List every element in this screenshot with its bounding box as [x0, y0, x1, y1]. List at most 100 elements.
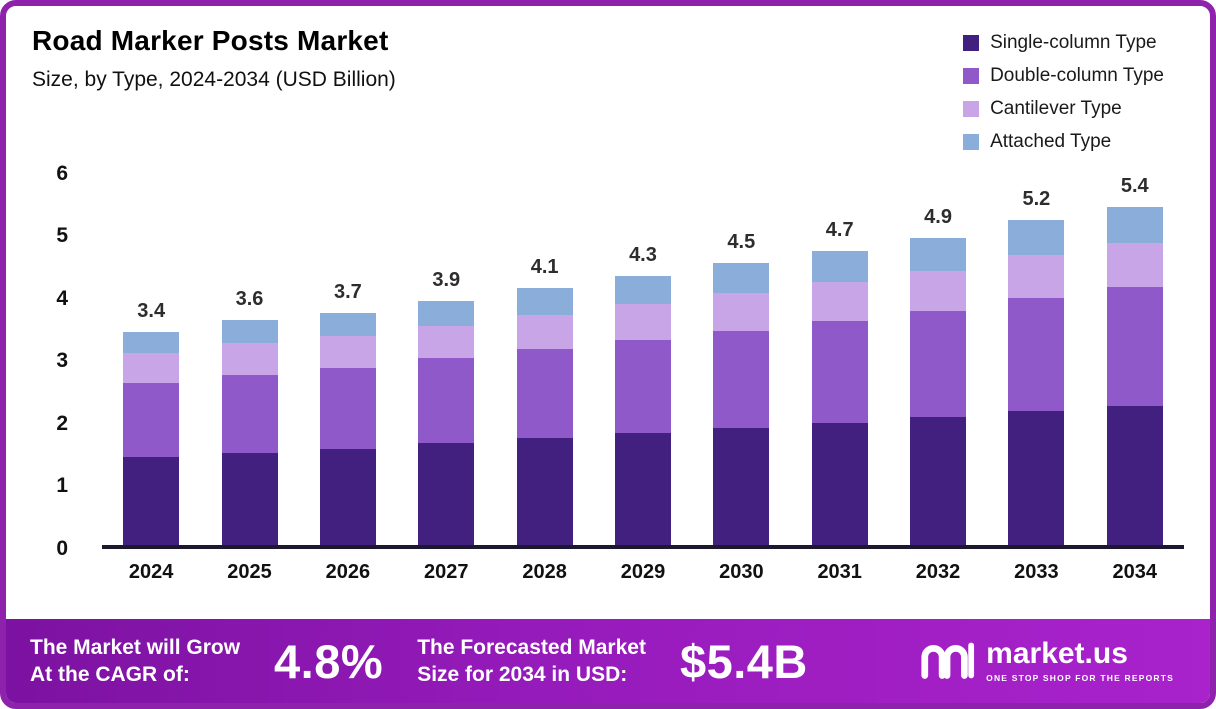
y-axis-label: 0 — [56, 536, 68, 560]
bar-segment — [418, 325, 475, 359]
bar-stack — [418, 300, 475, 545]
bar-segment — [221, 374, 278, 453]
legend-item: Single-column Type — [963, 32, 1164, 54]
y-axis-label: 6 — [56, 161, 68, 185]
bar-stack — [123, 332, 180, 545]
bar-column: 5.4 — [1106, 170, 1163, 545]
bar-segment — [811, 320, 868, 423]
bar-total-label: 3.4 — [137, 300, 166, 323]
y-axis-label: 1 — [56, 474, 68, 498]
bar-column: 5.2 — [1008, 170, 1065, 545]
y-axis-label: 2 — [56, 411, 68, 435]
bar-stack — [1106, 207, 1163, 545]
bar-total-label: 4.3 — [629, 243, 657, 266]
bar-segment — [1008, 411, 1065, 545]
chart-subtitle: Size, by Type, 2024-2034 (USD Billion) — [32, 67, 396, 91]
bar-segment — [713, 293, 770, 331]
bar-segment — [123, 457, 180, 545]
bar-segment — [319, 367, 376, 449]
bar-segment — [1106, 243, 1163, 288]
x-axis-label: 2034 — [1112, 560, 1158, 583]
bar-column: 4.5 — [713, 170, 770, 545]
bar-segment — [614, 339, 671, 434]
bar-segment — [123, 383, 180, 458]
x-axis-label: 2030 — [719, 560, 764, 583]
x-axis-label: 2029 — [620, 560, 666, 583]
x-axis-label: 2028 — [522, 560, 567, 583]
bar-stack — [1008, 219, 1065, 545]
x-axis-label: 2024 — [128, 560, 174, 583]
footer-banner: The Market will Grow At the CAGR of: 4.8… — [6, 619, 1210, 703]
bar-column: 4.9 — [910, 170, 967, 545]
cagr-label: The Market will Grow At the CAGR of: — [30, 635, 241, 686]
x-axis-label: 2033 — [1014, 560, 1059, 583]
bar-segment — [319, 336, 376, 368]
bar-segment — [713, 330, 770, 428]
marketus-logo: market.us ONE STOP SHOP FOR THE REPORTS — [918, 636, 1186, 687]
bar-total-label: 3.6 — [235, 287, 264, 310]
chart: 0 1 2 3 4 5 6 3.4 3.6 3.7 3.9 4.1 4.3 4.5 4.7 4.9 5.2 5.… — [56, 162, 1184, 560]
y-axis-label: 3 — [56, 349, 68, 373]
legend-swatch — [963, 101, 980, 117]
y-axis: 0 1 2 3 4 5 6 — [42, 162, 84, 560]
bar-segment — [516, 314, 573, 349]
bar-total-label: 4.9 — [924, 206, 952, 229]
bar-total-label: 4.5 — [727, 231, 756, 254]
page-title: Road Marker Posts Market — [32, 25, 389, 56]
bar-total-label: 4.1 — [530, 256, 559, 279]
bar-column: 3.4 — [123, 170, 180, 545]
bar-segment — [221, 319, 278, 343]
x-axis-label: 2031 — [817, 560, 862, 583]
legend-item: Attached Type — [963, 131, 1164, 153]
bar-segment — [910, 417, 967, 545]
bar-segment — [123, 353, 180, 384]
forecast-label: The Forecasted Market Size for 2034 in U… — [417, 635, 646, 686]
cagr-value: 4.8% — [274, 634, 384, 688]
bar-segment — [1106, 207, 1163, 244]
bar-segment — [910, 238, 967, 271]
chart-header: Road Marker Posts Market Size, by Type, … — [6, 6, 1210, 92]
bar-column: 3.9 — [418, 170, 475, 545]
bar-segment — [221, 452, 278, 545]
bar-column: 3.7 — [319, 170, 376, 545]
legend-label: Single-column Type — [990, 32, 1157, 53]
bar-segment — [516, 288, 573, 315]
bar-segment — [1106, 405, 1163, 545]
marketus-logo-icon — [918, 636, 976, 687]
bar-segment — [713, 263, 770, 294]
bar-segment — [1008, 255, 1065, 298]
bar-stack — [319, 313, 376, 545]
bar-total-label: 5.4 — [1120, 175, 1149, 198]
bar-segment — [418, 358, 475, 444]
bar-segment — [516, 438, 573, 545]
bar-stack — [811, 250, 868, 545]
bar-segment — [516, 348, 573, 439]
x-axis-label: 2025 — [227, 560, 272, 583]
bar-stack — [516, 288, 573, 545]
forecast-value: $5.4B — [679, 634, 808, 688]
legend-item: Double-column Type — [963, 65, 1164, 87]
x-axis-label: 2027 — [424, 560, 469, 583]
bar-segment — [614, 275, 671, 304]
bar-total-label: 3.7 — [333, 281, 362, 304]
legend-swatch — [963, 68, 980, 84]
bar-column: 4.7 — [811, 170, 868, 545]
bar-segment — [123, 332, 180, 354]
bar-stack — [910, 238, 967, 545]
bar-segment — [319, 313, 376, 337]
legend-item: Cantilever Type — [963, 98, 1164, 120]
legend-label: Attached Type — [990, 131, 1112, 152]
brand-tagline: ONE STOP SHOP FOR THE REPORTS — [986, 673, 1174, 683]
bar-column: 4.3 — [614, 170, 671, 545]
bar-segment — [1106, 287, 1163, 406]
bar-segment — [418, 300, 475, 326]
bar-stack — [221, 319, 278, 545]
bar-total-label: 3.9 — [432, 268, 461, 291]
bar-segment — [614, 303, 671, 340]
legend-label: Double-column Type — [990, 65, 1164, 86]
bar-segment — [713, 427, 770, 545]
bar-segment — [811, 250, 868, 283]
bar-segment — [811, 282, 868, 321]
legend: Single-column Type Double-column Type Cant… — [963, 32, 1164, 153]
